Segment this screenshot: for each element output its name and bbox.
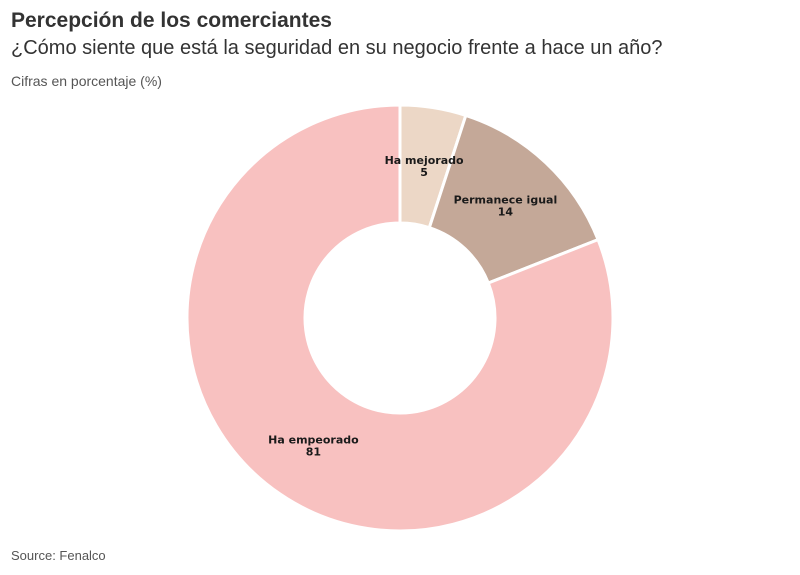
donut-slices (185, 103, 615, 533)
chart-subtitle: ¿Cómo siente que está la seguridad en su… (11, 37, 663, 59)
slice-label-ha-mejorado: Ha mejorado (385, 154, 464, 167)
slice-value-ha-mejorado: 5 (420, 166, 428, 179)
slice-label-ha-empeorado: Ha empeorado (268, 433, 359, 446)
slice-permanece-igual (427, 113, 600, 285)
slice-label-permanece-igual: Permanece igual (454, 194, 558, 207)
chart-title: Percepción de los comerciantes (11, 9, 332, 32)
slice-ha-empeorado (185, 103, 615, 533)
source-note: Source: Fenalco (11, 548, 106, 563)
chart-units-note: Cifras en porcentaje (%) (11, 73, 162, 89)
slice-value-permanece-igual: 14 (498, 206, 514, 219)
slice-value-ha-empeorado: 81 (306, 445, 321, 458)
